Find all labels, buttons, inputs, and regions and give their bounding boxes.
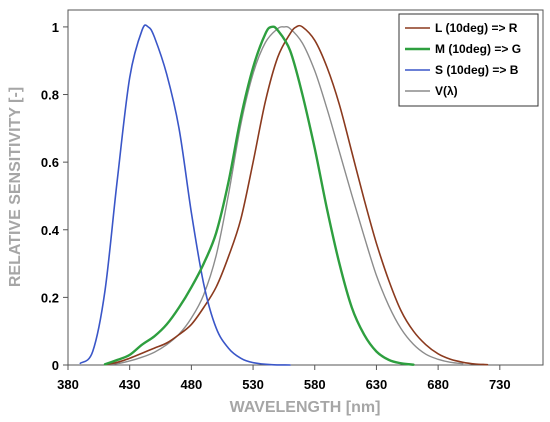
ticks-layer: 380 430 480 530 580 630 680 730 0 0.2 0.4 0.6 0.8 1 [41, 20, 511, 392]
y-tick-label: 0.8 [41, 88, 59, 103]
legend: L (10deg) => R M (10deg) => G S (10deg) =>… [398, 13, 539, 107]
legend-label: S (10deg) => B [435, 63, 519, 77]
legend-label: V(λ) [435, 84, 458, 98]
x-tick-label: 430 [119, 377, 141, 392]
legend-label: L (10deg) => R [435, 21, 518, 35]
y-tick-label: 0.6 [41, 155, 59, 170]
y-tick-label: 0 [52, 358, 59, 373]
x-tick-label: 380 [57, 377, 79, 392]
y-tick-label: 0.2 [41, 290, 59, 305]
series-v-lambda-line [104, 26, 464, 366]
series-layer [79, 24, 489, 366]
x-tick-label: 680 [427, 377, 449, 392]
x-tick-label: 580 [304, 377, 326, 392]
legend-label: M (10deg) => G [435, 42, 521, 56]
x-tick-label: 630 [366, 377, 388, 392]
x-tick-label: 730 [489, 377, 511, 392]
x-tick-label: 530 [242, 377, 264, 392]
y-tick-label: 0.4 [41, 223, 60, 238]
x-axis-title: WAVELENGTH [nm] [230, 399, 381, 416]
series-m-line [103, 25, 415, 366]
series-l-line [104, 24, 489, 366]
y-axis-title: RELATIVE SENSITIVITY [-] [7, 87, 24, 287]
y-tick-label: 1 [52, 20, 59, 35]
series-s-line [79, 24, 291, 366]
x-tick-label: 480 [181, 377, 203, 392]
